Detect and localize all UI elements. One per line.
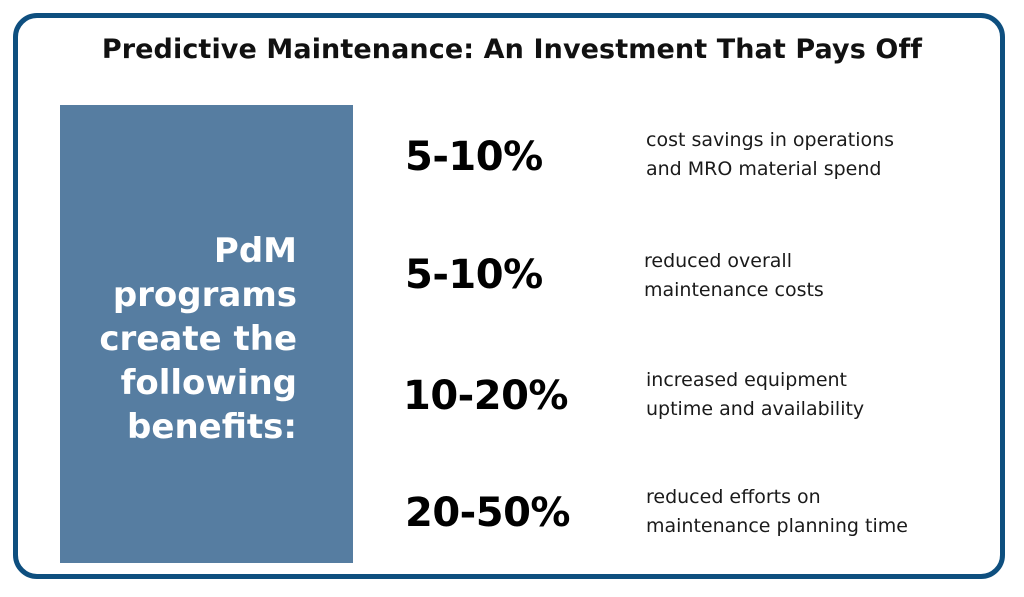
benefit-description-4: reduced efforts on maintenance planning … <box>646 486 908 537</box>
benefit-value-3: 10-20% <box>403 373 569 419</box>
summary-panel: PdM programs create the following benefi… <box>60 105 353 563</box>
benefit-description-3: increased equipment uptime and availabil… <box>646 369 865 420</box>
summary-text: PdM programs create the following benefi… <box>99 231 297 447</box>
benefit-description-1: cost savings in operations and MRO mater… <box>646 129 895 180</box>
benefit-value-4: 20-50% <box>405 490 571 536</box>
benefit-description-2: reduced overall maintenance costs <box>644 250 824 301</box>
page-title: Predictive Maintenance: An Investment Th… <box>101 34 923 65</box>
benefit-value-2: 5-10% <box>405 252 543 298</box>
benefit-value-1: 5-10% <box>405 134 543 180</box>
